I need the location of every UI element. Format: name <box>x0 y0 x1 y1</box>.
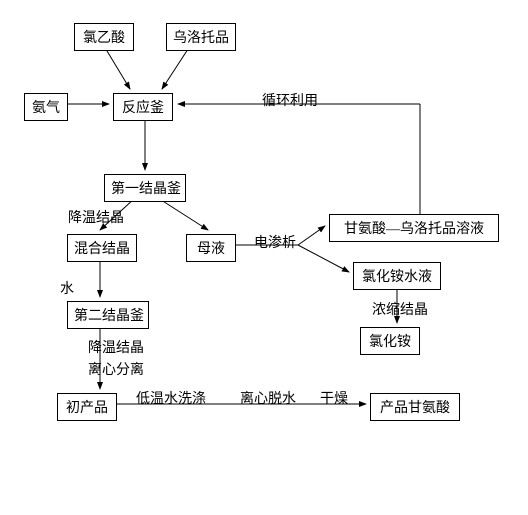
node-ammonium-chloride-solution: 氯化铵水液 <box>353 262 441 290</box>
node-glycine-urotropin-solution: 甘氨酸—乌洛托品溶液 <box>329 214 499 242</box>
label-lowtemp-wash: 低温水洗涤 <box>136 388 206 408</box>
label-centrifugal-sep: 离心分离 <box>88 359 144 379</box>
label-concentrate-crystal: 浓缩结晶 <box>372 299 428 319</box>
node-ammonia: 氨气 <box>24 93 68 121</box>
label-cooling-crystal1: 降温结晶 <box>68 207 124 227</box>
node-crystallizer1: 第一结晶釜 <box>104 174 186 202</box>
label-recycle: 循环利用 <box>262 90 318 110</box>
node-chloroacetic-acid: 氯乙酸 <box>74 23 134 51</box>
node-crystallizer2: 第二结晶釜 <box>67 301 149 329</box>
label-cooling-crystal2: 降温结晶 <box>88 337 144 357</box>
node-product-glycine: 产品甘氨酸 <box>370 393 460 421</box>
node-reactor: 反应釜 <box>113 93 173 121</box>
label-centrifugal-dewater: 离心脱水 <box>240 388 296 408</box>
node-urotropin: 乌洛托品 <box>166 23 236 51</box>
node-crude-product: 初产品 <box>57 393 117 421</box>
label-electrodialysis: 电渗析 <box>254 232 296 252</box>
node-mixed-crystal: 混合结晶 <box>67 234 137 262</box>
label-drying: 干燥 <box>320 388 348 408</box>
node-ammonium-chloride: 氯化铵 <box>360 327 420 355</box>
node-mother-liquor: 母液 <box>186 234 236 262</box>
label-water: 水 <box>60 278 74 298</box>
